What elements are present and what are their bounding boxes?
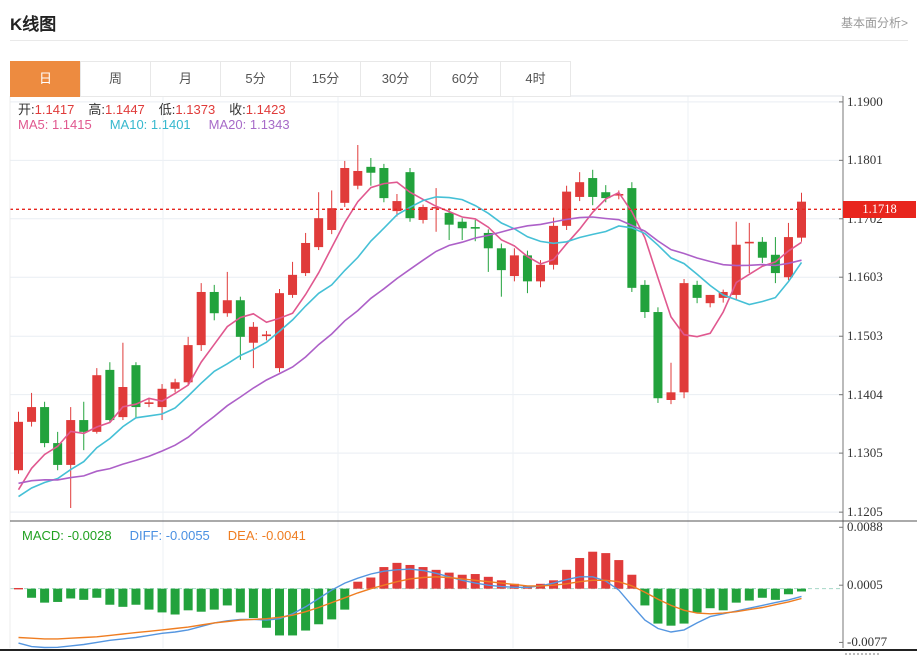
tab-15分[interactable]: 15分 <box>290 61 361 97</box>
header-divider <box>10 40 908 41</box>
tab-4时[interactable]: 4时 <box>500 61 571 97</box>
ma-legend-item: MA20: 1.1343 <box>208 117 290 132</box>
macd-legend-item: DIFF: -0.0055 <box>129 528 210 543</box>
ohlc-label: 收: <box>229 102 246 117</box>
tab-5分[interactable]: 5分 <box>220 61 291 97</box>
macd-axis-tick: 0.0005 <box>847 577 883 593</box>
last-price-badge: 1.1718 <box>843 200 916 218</box>
ohlc-label: 高: <box>88 102 106 117</box>
tab-60分[interactable]: 60分 <box>430 61 501 97</box>
macd-axis-tick: -0.0077 <box>847 634 888 650</box>
diff-line <box>18 568 802 649</box>
fundamental-analysis-link[interactable]: 基本面分析> <box>840 16 908 30</box>
ohlc-value: 1.1423 <box>245 102 286 117</box>
tab-月[interactable]: 月 <box>150 61 221 97</box>
price-axis-tick: 1.1801 <box>847 152 883 168</box>
price-axis-tick: 1.1205 <box>847 504 883 520</box>
ma5-line <box>17 181 802 491</box>
macd-pane <box>10 551 843 636</box>
ma20-line <box>18 216 802 485</box>
price-axis-tick: 1.1305 <box>847 445 883 461</box>
price-axis-tick: 1.1503 <box>847 328 883 344</box>
ohlc-value: 1.1447 <box>105 102 145 117</box>
period-tab-bar: 日周月 5分 15分 30分 60分 4时 <box>10 61 571 97</box>
chart-frame <box>0 95 917 655</box>
ma10-line <box>18 196 803 498</box>
tab-周[interactable]: 周 <box>80 61 151 97</box>
ma-legend-item: MA10: 1.1401 <box>109 117 191 132</box>
ohlc-label: 低: <box>158 102 176 117</box>
grid-lines <box>10 96 843 648</box>
page-title: K线图 <box>10 15 57 34</box>
macd-legend-item: MACD: -0.0028 <box>22 528 112 543</box>
price-axis-tick: 1.1404 <box>847 386 883 402</box>
tab-30分[interactable]: 30分 <box>360 61 431 97</box>
ma-legend: MA5: 1.1415 MA10: 1.1401 MA20: 1.1343 <box>18 117 308 132</box>
tab-日[interactable]: 日 <box>10 61 81 97</box>
ohlc-value: 1.1373 <box>175 102 216 117</box>
ma-legend-item: MA5: 1.1415 <box>18 117 92 132</box>
macd-legend: MACD: -0.0028 DIFF: -0.0055 DEA: -0.0041 <box>22 528 324 543</box>
price-axis-tick: 1.1603 <box>847 269 883 285</box>
macd-legend-item: DEA: -0.0041 <box>227 528 306 543</box>
macd-axis-tick: 0.0088 <box>847 519 883 535</box>
dea-line <box>18 576 802 640</box>
price-axis-tick: 1.1900 <box>847 93 883 109</box>
ohlc-label: 开: <box>18 102 35 117</box>
candlesticks <box>14 144 806 509</box>
ohlc-legend: 开:1.1417 高:1.1447 低:1.1373 收:1.1423 <box>18 99 300 118</box>
ohlc-value: 1.1417 <box>34 102 75 117</box>
